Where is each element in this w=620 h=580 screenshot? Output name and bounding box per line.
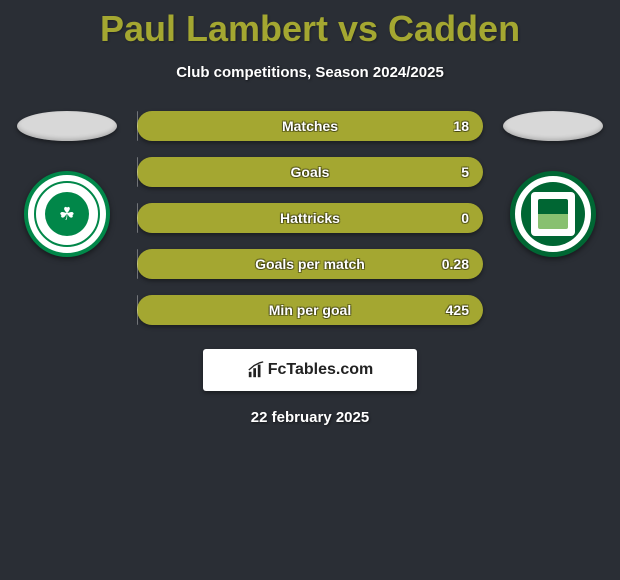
- stat-label: Goals per match: [255, 256, 365, 272]
- page-title: Paul Lambert vs Cadden: [0, 0, 620, 50]
- subtitle: Club competitions, Season 2024/2025: [0, 64, 620, 81]
- stat-label: Matches: [282, 118, 338, 134]
- stat-row-matches: Matches 18: [137, 111, 483, 141]
- hibernian-shield-icon: [531, 192, 575, 236]
- stat-value: 18: [453, 118, 469, 134]
- stat-bars: Matches 18 Goals 5 Hattricks 0 Goals per…: [137, 111, 483, 325]
- chart-icon: [247, 361, 265, 379]
- brand-badge: FcTables.com: [203, 349, 417, 391]
- right-player-oval: [503, 111, 603, 141]
- left-column: ☘: [7, 111, 127, 257]
- celtic-clover-icon: ☘: [45, 192, 89, 236]
- stat-value: 0.28: [442, 256, 469, 272]
- stat-row-hattricks: Hattricks 0: [137, 203, 483, 233]
- stat-label: Hattricks: [280, 210, 340, 226]
- brand-label: FcTables.com: [268, 361, 374, 379]
- stat-value: 0: [461, 210, 469, 226]
- stat-left-fill: [137, 249, 138, 279]
- comparison-area: ☘ Matches 18 Goals 5 Hattricks 0 Goals p…: [0, 111, 620, 325]
- stat-left-fill: [137, 295, 138, 325]
- stat-row-goals-per-match: Goals per match 0.28: [137, 249, 483, 279]
- right-column: [493, 111, 613, 257]
- left-player-oval: [17, 111, 117, 141]
- right-team-crest: [510, 171, 596, 257]
- stat-left-fill: [137, 157, 138, 187]
- date-label: 22 february 2025: [0, 409, 620, 426]
- stat-row-min-per-goal: Min per goal 425: [137, 295, 483, 325]
- stat-label: Min per goal: [269, 302, 351, 318]
- stat-left-fill: [137, 111, 138, 141]
- stat-label: Goals: [291, 164, 330, 180]
- stat-left-fill: [137, 203, 138, 233]
- stat-value: 425: [446, 302, 469, 318]
- left-team-crest: ☘: [24, 171, 110, 257]
- stat-value: 5: [461, 164, 469, 180]
- stat-row-goals: Goals 5: [137, 157, 483, 187]
